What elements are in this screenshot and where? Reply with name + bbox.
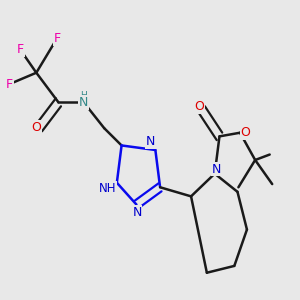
Text: N: N — [212, 163, 221, 176]
Text: O: O — [32, 121, 41, 134]
Text: F: F — [6, 78, 13, 91]
Text: N: N — [79, 96, 88, 109]
Text: O: O — [195, 100, 205, 113]
Text: N: N — [146, 135, 155, 148]
Text: NH: NH — [99, 182, 117, 195]
Text: H: H — [80, 91, 87, 100]
Text: F: F — [17, 44, 24, 56]
Text: F: F — [53, 32, 60, 45]
Text: O: O — [241, 126, 250, 139]
Text: N: N — [132, 206, 142, 219]
